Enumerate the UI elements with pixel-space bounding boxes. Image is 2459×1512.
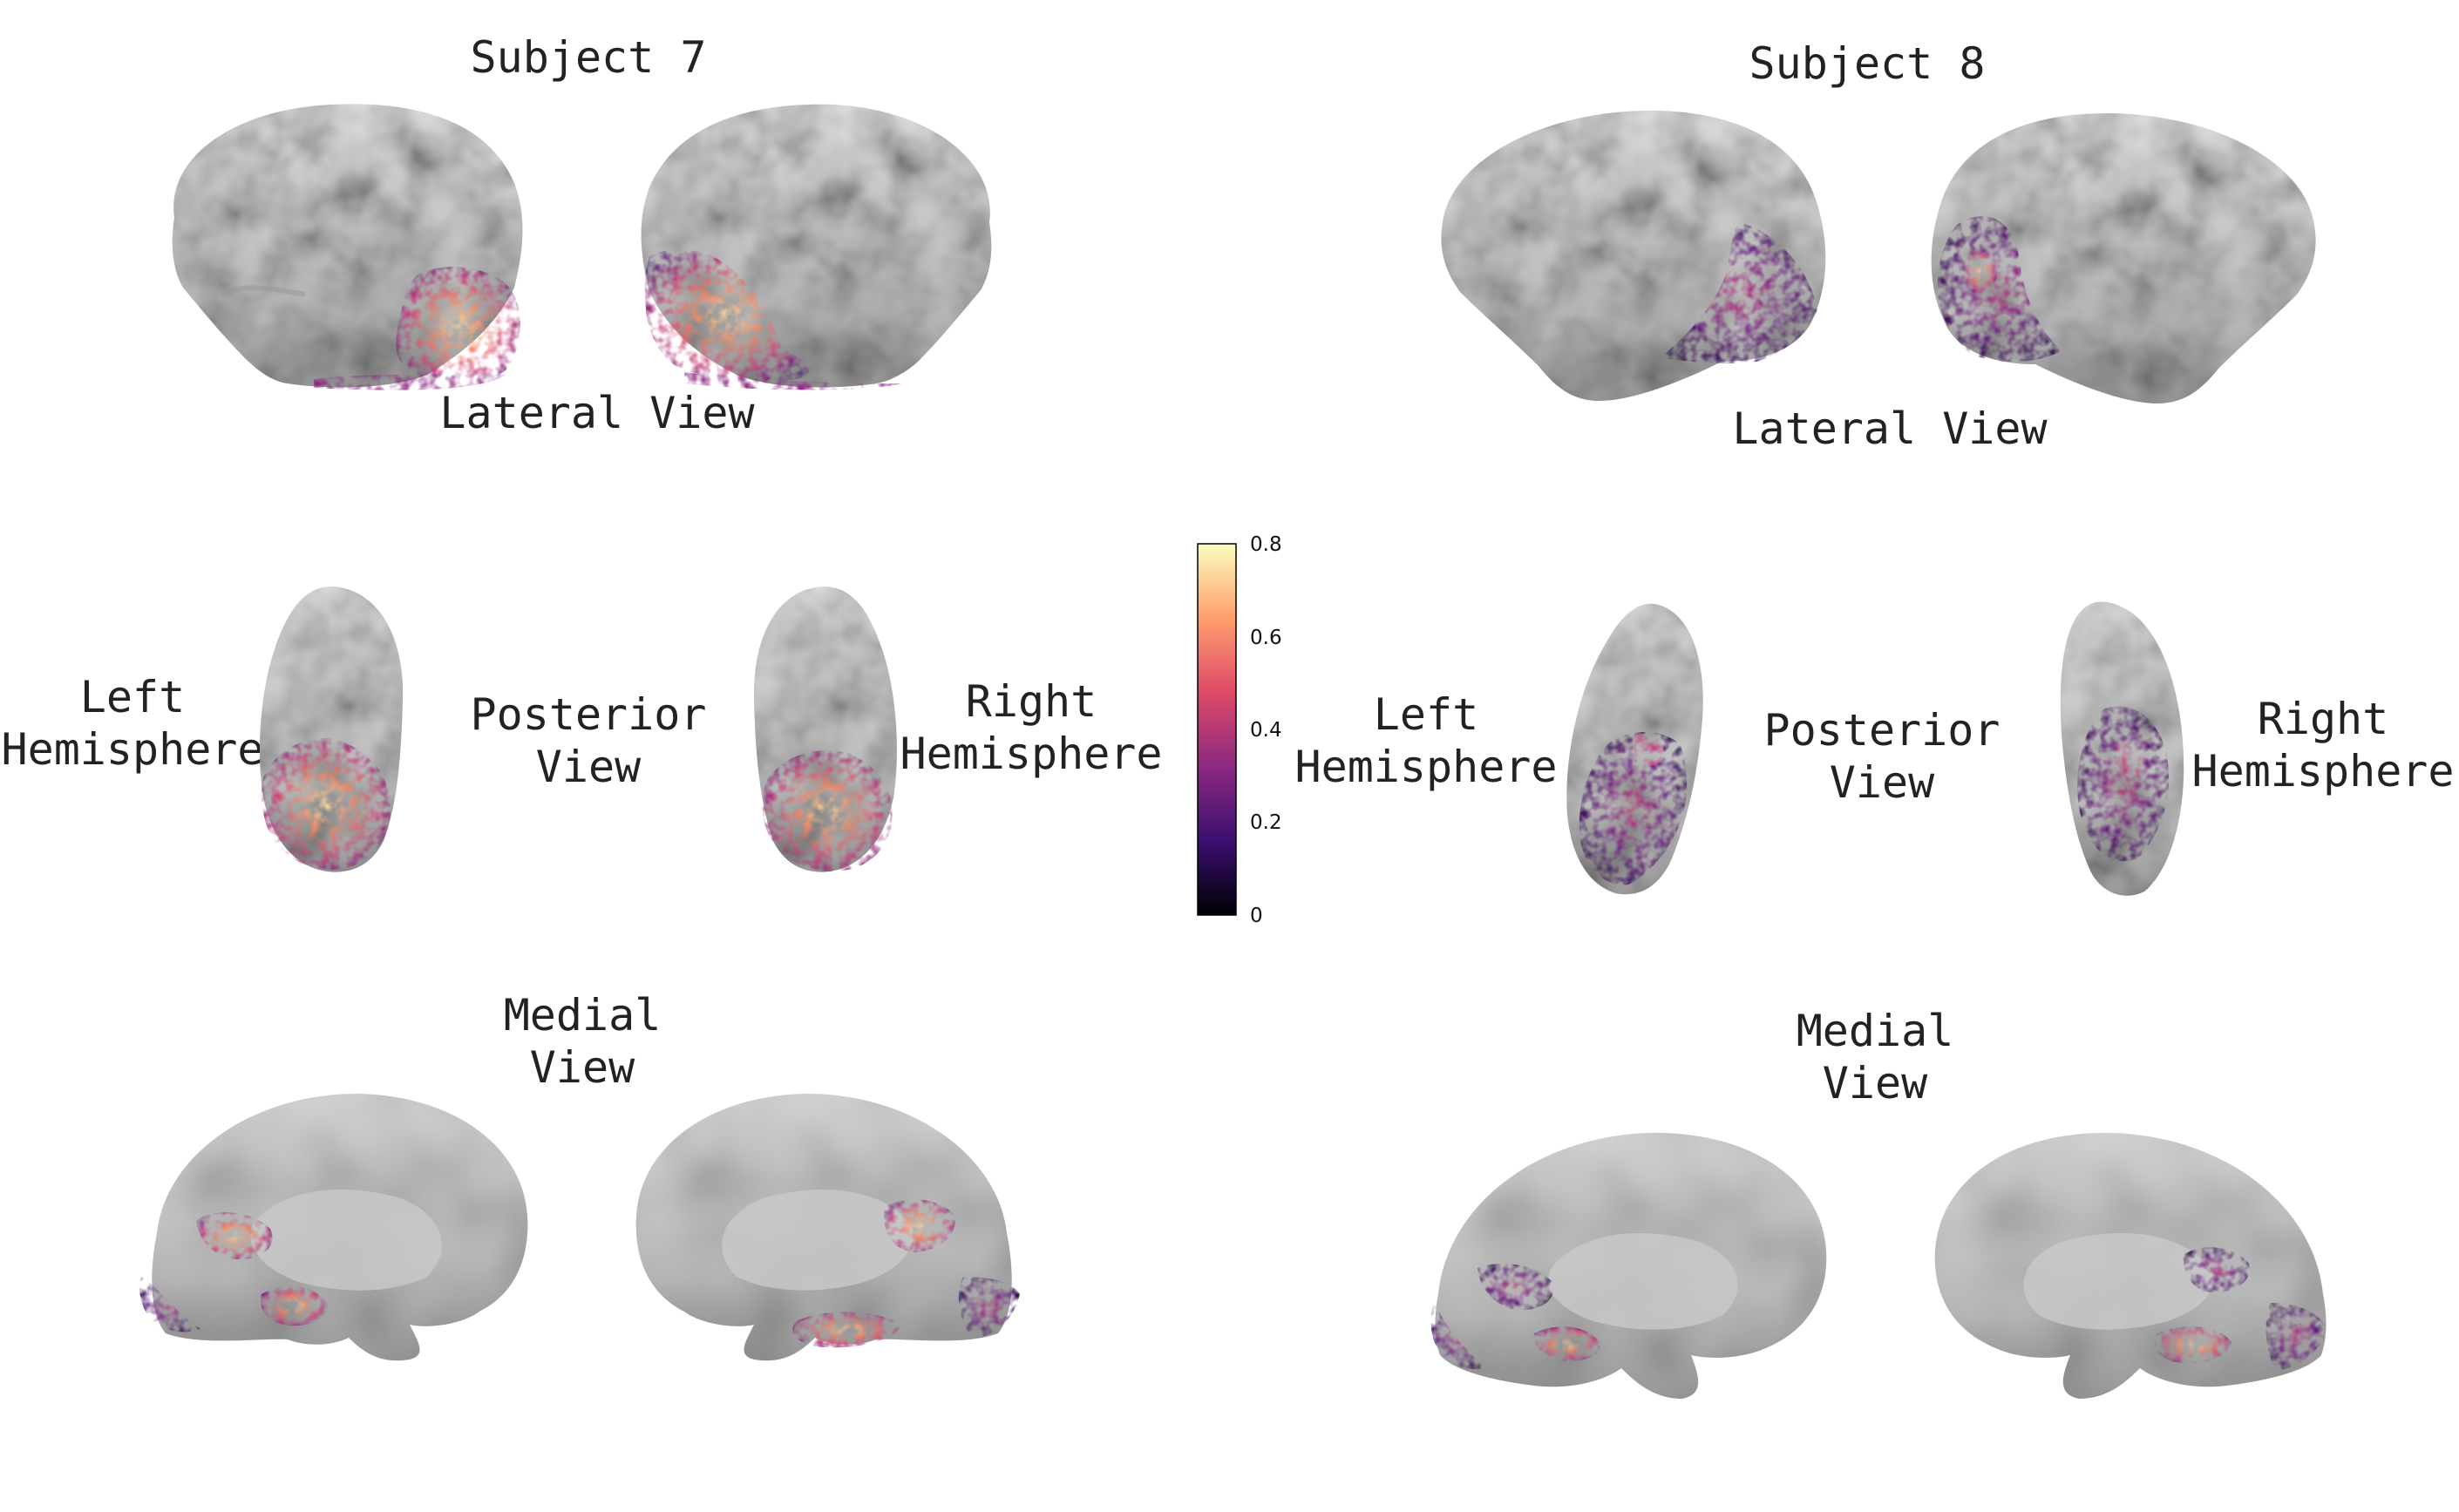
colorbar-tick-0-2: 0.2 bbox=[1250, 811, 1282, 834]
s7-posterior-left-brain bbox=[253, 580, 410, 876]
s7-lateral-left-brain bbox=[139, 87, 540, 401]
colorbar-gradient bbox=[1197, 543, 1237, 916]
s7-lateral-right-brain bbox=[623, 92, 1024, 397]
s7-left-label-line1: Left bbox=[79, 672, 186, 722]
s8-posterior-view-label: Posterior View bbox=[1764, 704, 2000, 809]
s7-right-label-line2: Hemisphere bbox=[900, 729, 1163, 779]
s8-medial-line1: Medial bbox=[1796, 1006, 1954, 1056]
colorbar-tick-0-8: 0.8 bbox=[1250, 533, 1282, 556]
s7-posterior-line1: Posterior bbox=[470, 689, 707, 740]
s8-right-label-line2: Hemisphere bbox=[2191, 746, 2455, 797]
s8-posterior-right-brain bbox=[2053, 595, 2192, 909]
s8-posterior-line1: Posterior bbox=[1763, 705, 2000, 756]
s7-lateral-view-label: Lateral View bbox=[439, 388, 755, 438]
s8-left-hemisphere-label: Left Hemisphere bbox=[1294, 688, 1557, 793]
s7-medial-right-brain bbox=[623, 1059, 1033, 1373]
s7-posterior-view-label: Posterior View bbox=[471, 688, 707, 793]
s7-right-label-line1: Right bbox=[965, 676, 1097, 727]
s7-medial-line1: Medial bbox=[503, 990, 662, 1041]
s8-medial-left-brain bbox=[1421, 1094, 1839, 1407]
s7-left-hemisphere-label: Left Hemisphere bbox=[1, 671, 263, 776]
s8-medial-view-label: Medial View bbox=[1797, 1005, 1954, 1109]
colorbar-tick-0-6: 0.6 bbox=[1250, 627, 1282, 649]
s8-medial-right-brain bbox=[1922, 1094, 2340, 1407]
s7-right-hemisphere-label: Right Hemisphere bbox=[900, 675, 1162, 780]
subject-7-title: Subject 7 bbox=[470, 32, 707, 83]
s7-left-label-line2: Hemisphere bbox=[1, 724, 264, 775]
s8-medial-line2: View bbox=[1822, 1058, 1928, 1109]
s8-left-label-line1: Left bbox=[1373, 689, 1479, 740]
s7-medial-left-brain bbox=[131, 1059, 540, 1373]
s8-left-label-line2: Hemisphere bbox=[1294, 742, 1558, 792]
s8-lateral-left-brain bbox=[1425, 100, 1835, 414]
s7-posterior-line2: View bbox=[535, 742, 642, 792]
s8-lateral-right-brain bbox=[1922, 103, 2332, 408]
s8-right-label-line1: Right bbox=[2257, 694, 2389, 744]
subject-8-title: Subject 8 bbox=[1749, 38, 1986, 89]
s7-posterior-right-brain bbox=[745, 580, 902, 876]
s8-lateral-view-label: Lateral View bbox=[1732, 403, 2048, 454]
s8-posterior-line2: View bbox=[1829, 757, 1935, 808]
colorbar-tick-0: 0 bbox=[1250, 905, 1263, 927]
s7-medial-line2: View bbox=[529, 1042, 635, 1093]
s7-medial-view-label: Medial View bbox=[504, 989, 662, 1094]
colorbar bbox=[1197, 543, 1237, 916]
colorbar-tick-0-4: 0.4 bbox=[1250, 719, 1282, 742]
s8-posterior-left-brain bbox=[1559, 597, 1715, 902]
s8-right-hemisphere-label: Right Hemisphere bbox=[2191, 693, 2454, 797]
